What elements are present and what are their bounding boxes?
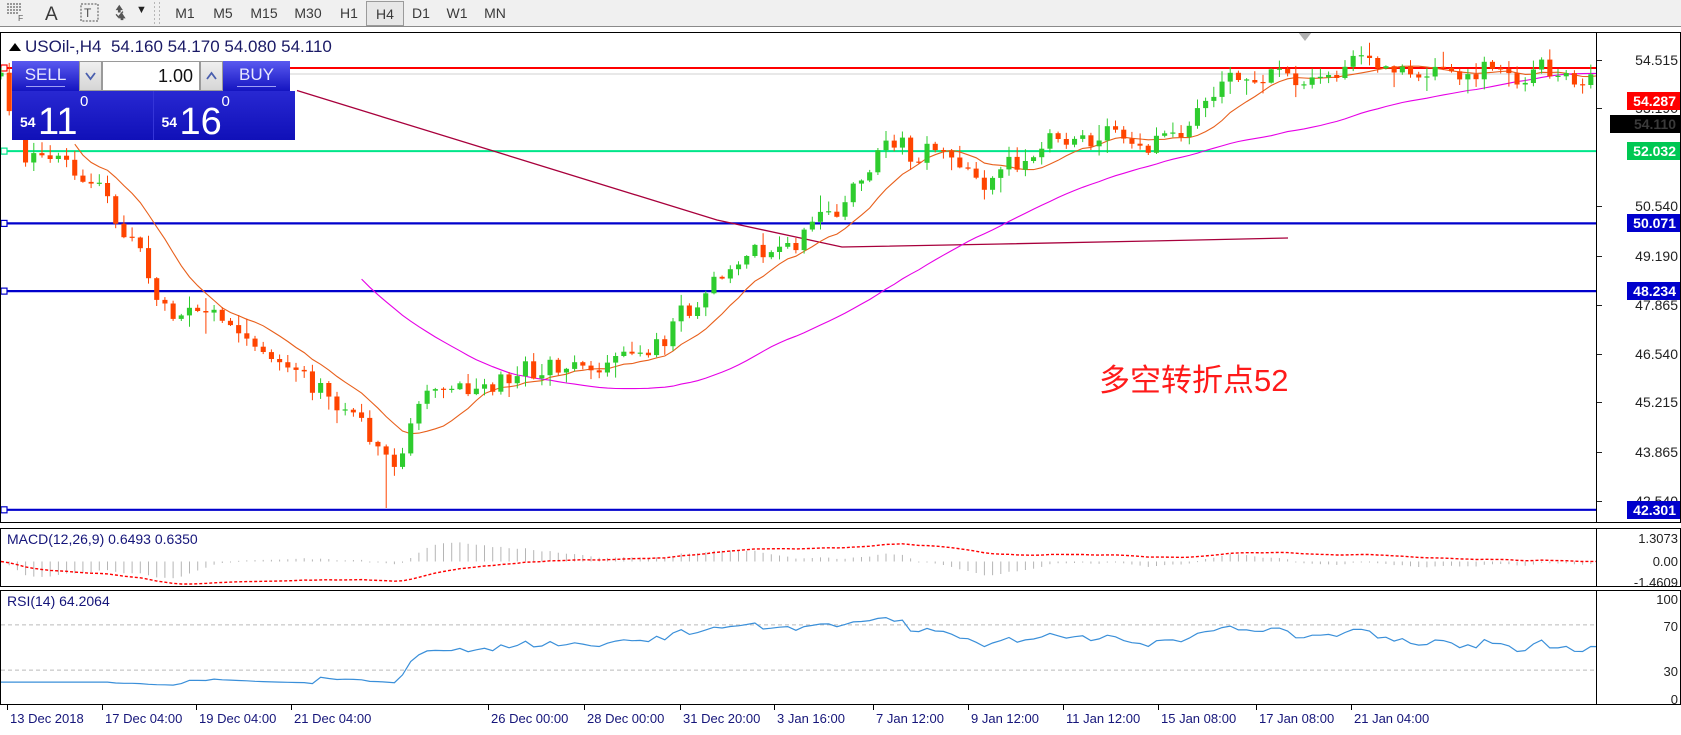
svg-text:T: T (84, 6, 92, 20)
svg-text:F: F (18, 13, 23, 22)
